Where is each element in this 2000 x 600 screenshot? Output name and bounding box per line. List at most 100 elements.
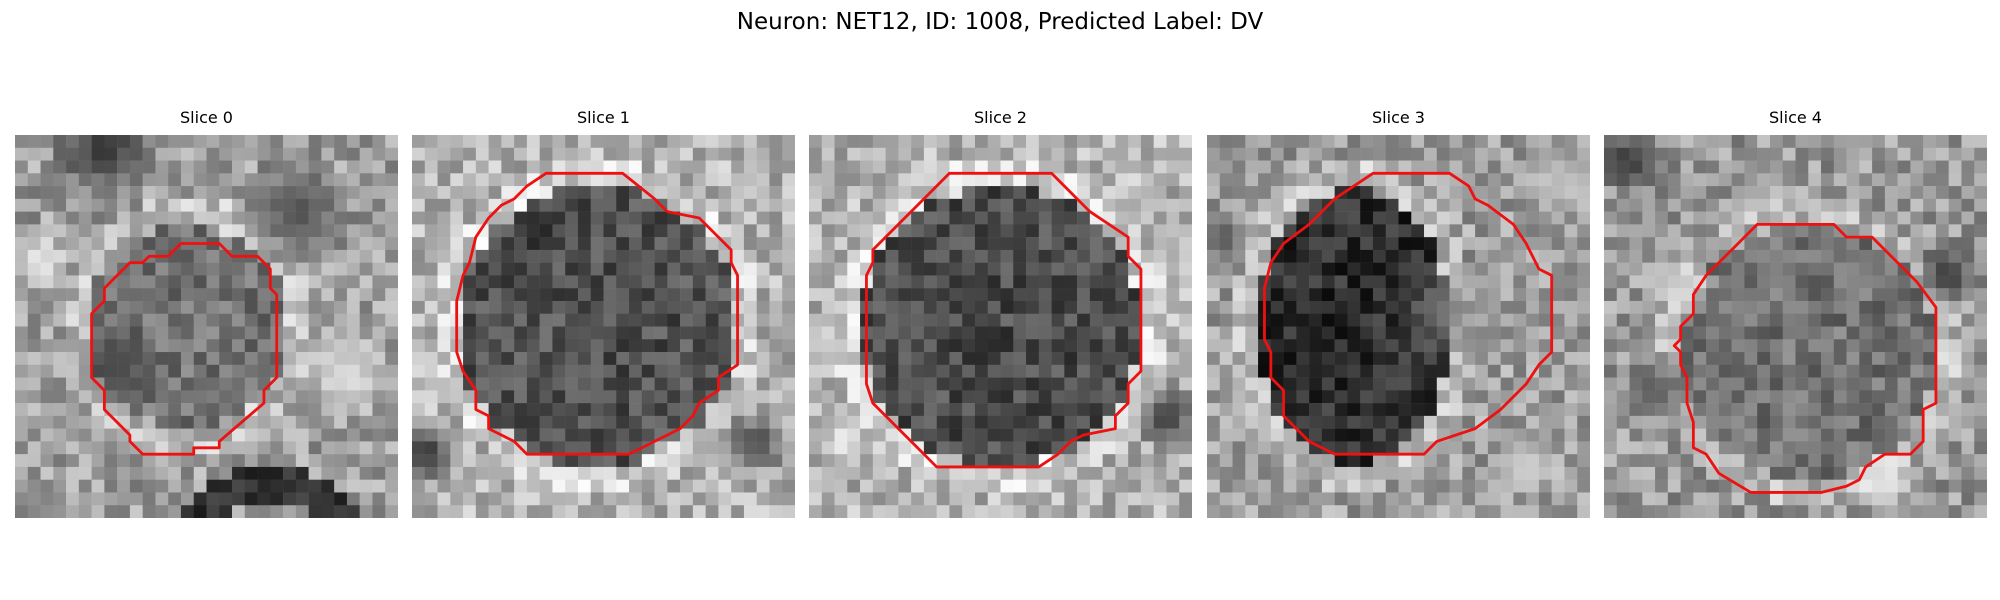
pixel	[616, 313, 630, 327]
pixel	[372, 377, 386, 391]
pixel	[372, 211, 386, 225]
pixel	[1948, 364, 1962, 378]
pixel	[654, 275, 668, 289]
pixel	[743, 313, 757, 327]
pixel	[1334, 390, 1348, 404]
pixel	[117, 454, 131, 468]
pixel	[1436, 275, 1450, 289]
pixel	[1538, 147, 1552, 161]
pixel	[1604, 211, 1618, 225]
pixel	[346, 275, 360, 289]
pixel	[731, 492, 745, 506]
pixel	[1038, 479, 1052, 493]
pixel	[1385, 428, 1399, 442]
pixel	[1757, 326, 1771, 340]
pixel	[1872, 147, 1886, 161]
pixel	[40, 492, 54, 506]
pixel	[1872, 262, 1886, 276]
pixel	[1372, 428, 1386, 442]
pixel	[1245, 173, 1259, 187]
figure-title: Neuron: NET12, ID: 1008, Predicted Label…	[736, 9, 1264, 35]
pixel	[1077, 415, 1091, 429]
pixel	[1897, 198, 1911, 212]
pixel	[385, 479, 398, 493]
pixel	[1347, 339, 1361, 353]
pixel	[1179, 415, 1192, 429]
pixel	[1258, 403, 1272, 417]
pixel	[1744, 160, 1758, 174]
pixel	[1398, 326, 1412, 340]
pixel	[475, 428, 489, 442]
pixel	[1270, 505, 1284, 518]
pixel	[1795, 479, 1809, 493]
pixel	[667, 339, 681, 353]
pixel	[1744, 288, 1758, 302]
pixel	[1309, 339, 1323, 353]
pixel	[1846, 262, 1860, 276]
pixel	[1859, 160, 1873, 174]
pixel	[860, 403, 874, 417]
segmentation-outline-2	[865, 171, 1143, 469]
pixel	[244, 339, 258, 353]
pixel	[1833, 160, 1847, 174]
pixel	[1872, 224, 1886, 238]
pixel	[565, 224, 579, 238]
pixel	[1166, 224, 1180, 238]
pixel	[359, 237, 373, 251]
pixel	[1500, 275, 1514, 289]
pixel	[1884, 147, 1898, 161]
pixel	[809, 186, 823, 200]
pixel	[782, 441, 795, 455]
pixel	[1038, 326, 1052, 340]
pixel	[334, 428, 348, 442]
pixel	[385, 186, 398, 200]
pixel	[117, 390, 131, 404]
pixel	[1179, 288, 1192, 302]
pixel	[1166, 198, 1180, 212]
pixel	[1782, 428, 1796, 442]
pixel	[539, 352, 553, 366]
pixel	[565, 479, 579, 493]
pixel	[1089, 275, 1103, 289]
pixel	[1769, 224, 1783, 238]
pixel	[705, 492, 719, 506]
pixel	[616, 147, 630, 161]
pixel	[1808, 364, 1822, 378]
pixel	[27, 326, 41, 340]
pixel	[1232, 211, 1246, 225]
pixel	[1232, 313, 1246, 327]
pixel	[1693, 492, 1707, 506]
pixel	[847, 173, 861, 187]
pixel	[731, 262, 745, 276]
pixel	[475, 300, 489, 314]
pixel	[756, 288, 770, 302]
pixel	[1833, 377, 1847, 391]
pixel	[974, 288, 988, 302]
pixel	[180, 428, 194, 442]
pixel	[1616, 352, 1630, 366]
pixel	[1207, 224, 1221, 238]
pixel	[129, 454, 143, 468]
pixel	[526, 160, 540, 174]
pixel	[475, 441, 489, 455]
pixel	[577, 466, 591, 480]
pixel	[974, 135, 988, 149]
pixel	[334, 288, 348, 302]
pixel	[1808, 352, 1822, 366]
pixel	[860, 428, 874, 442]
pixel	[769, 275, 783, 289]
pixel	[1935, 262, 1949, 276]
pixel	[1577, 224, 1590, 238]
pixel	[885, 288, 899, 302]
pixel	[1872, 300, 1886, 314]
pixel	[1398, 211, 1412, 225]
pixel	[1948, 288, 1962, 302]
pixel	[1360, 377, 1374, 391]
pixel	[232, 352, 246, 366]
pixel	[962, 403, 976, 417]
pixel	[1424, 135, 1438, 149]
pixel	[1360, 160, 1374, 174]
pixel	[1153, 441, 1167, 455]
pixel	[1859, 479, 1873, 493]
pixel	[641, 428, 655, 442]
